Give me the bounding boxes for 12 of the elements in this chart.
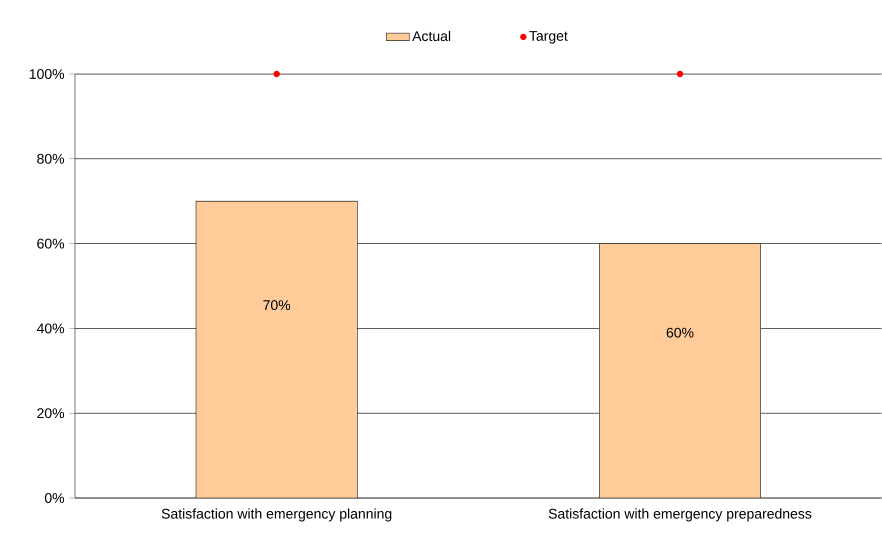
y-tick-label: 80% xyxy=(37,154,64,164)
y-tick-label: 20% xyxy=(37,408,64,418)
y-tick-label: 60% xyxy=(37,238,64,249)
data-label: 70% xyxy=(263,300,290,310)
y-tick-label: 0% xyxy=(44,493,64,503)
data-label: 60% xyxy=(666,328,694,338)
x-tick-label: Satisfaction with emergency planning xyxy=(162,508,392,522)
legend-label: Target xyxy=(529,31,568,44)
y-tick-label: 40% xyxy=(36,323,64,334)
y-tick-label: 100% xyxy=(30,69,64,79)
x-tick-label: Satisfaction with emergency preparedness xyxy=(548,508,812,522)
legend-label: Actual xyxy=(412,30,450,42)
